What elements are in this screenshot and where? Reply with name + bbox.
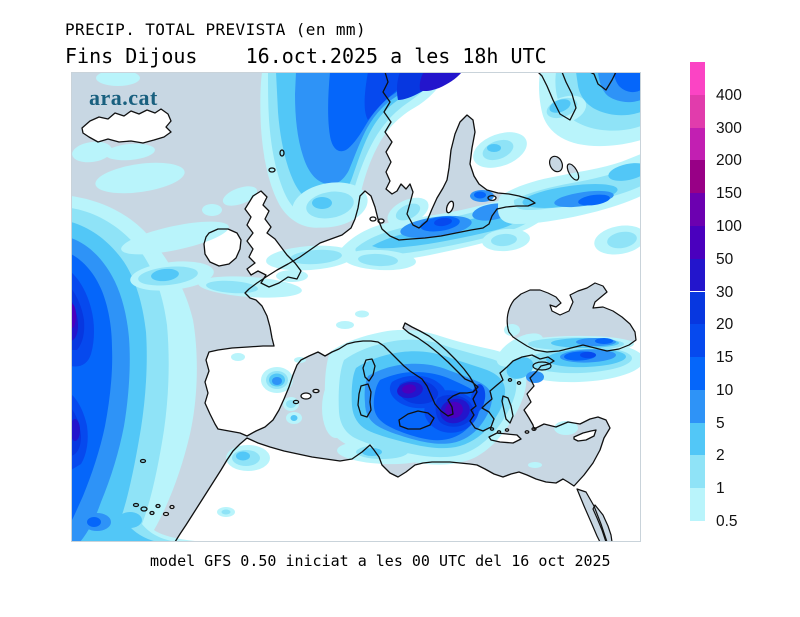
precip-iberia — [217, 353, 306, 517]
legend-color-step — [690, 324, 705, 358]
legend-color-step — [690, 94, 705, 128]
europe-precipitation-map — [68, 70, 648, 543]
legend-color-step — [690, 422, 705, 456]
precip-shading — [68, 70, 648, 542]
page-subtitle: Fins Dijous 16.oct.2025 a les 18h UTC — [65, 44, 547, 68]
legend-value-label: 150 — [716, 185, 742, 203]
legend-value-label: 400 — [716, 86, 742, 104]
legend-color-step — [690, 127, 705, 161]
precip-nw-scattered — [72, 70, 302, 298]
legend-color-step — [690, 193, 705, 226]
legend-value-label: 15 — [716, 349, 734, 367]
precip-atlantic — [68, 196, 205, 542]
legend-value-label: 100 — [716, 217, 742, 235]
legend-value-label: 5 — [716, 414, 725, 432]
legend-color-step — [690, 291, 705, 325]
legend-value-label: 200 — [716, 152, 742, 170]
legend-value-label: 1 — [716, 480, 725, 498]
watermark-logo: ara.cat — [89, 85, 158, 110]
precip-northeast — [473, 72, 648, 255]
legend-value-label: 30 — [716, 283, 734, 301]
precip-turkey-blacksea — [496, 324, 644, 383]
legend-color-step — [690, 225, 705, 259]
legend-value-label: 50 — [716, 250, 734, 268]
legend-color-step — [690, 389, 705, 423]
legend-value-label: 2 — [716, 447, 725, 465]
legend-color-step — [690, 455, 705, 489]
model-caption: model GFS 0.50 iniciat a les 00 UTC del … — [150, 552, 611, 570]
precip-north-sea — [292, 182, 368, 228]
legend-color-step — [690, 357, 705, 390]
legend-value-label: 10 — [716, 381, 734, 399]
page-title: PRECIP. TOTAL PREVISTA (en mm) — [65, 20, 366, 39]
legend-color-step — [690, 258, 705, 292]
legend-value-label: 20 — [716, 316, 734, 334]
precip-mediterranean-storm — [322, 329, 578, 468]
legend-value-label: 0.5 — [716, 513, 738, 530]
legend-value-label: 300 — [716, 119, 742, 137]
precip-norway — [260, 72, 462, 228]
legend-color-step — [690, 62, 705, 95]
legend-color-step — [690, 160, 705, 194]
legend-color-step — [690, 488, 705, 521]
map-frame — [71, 72, 641, 542]
